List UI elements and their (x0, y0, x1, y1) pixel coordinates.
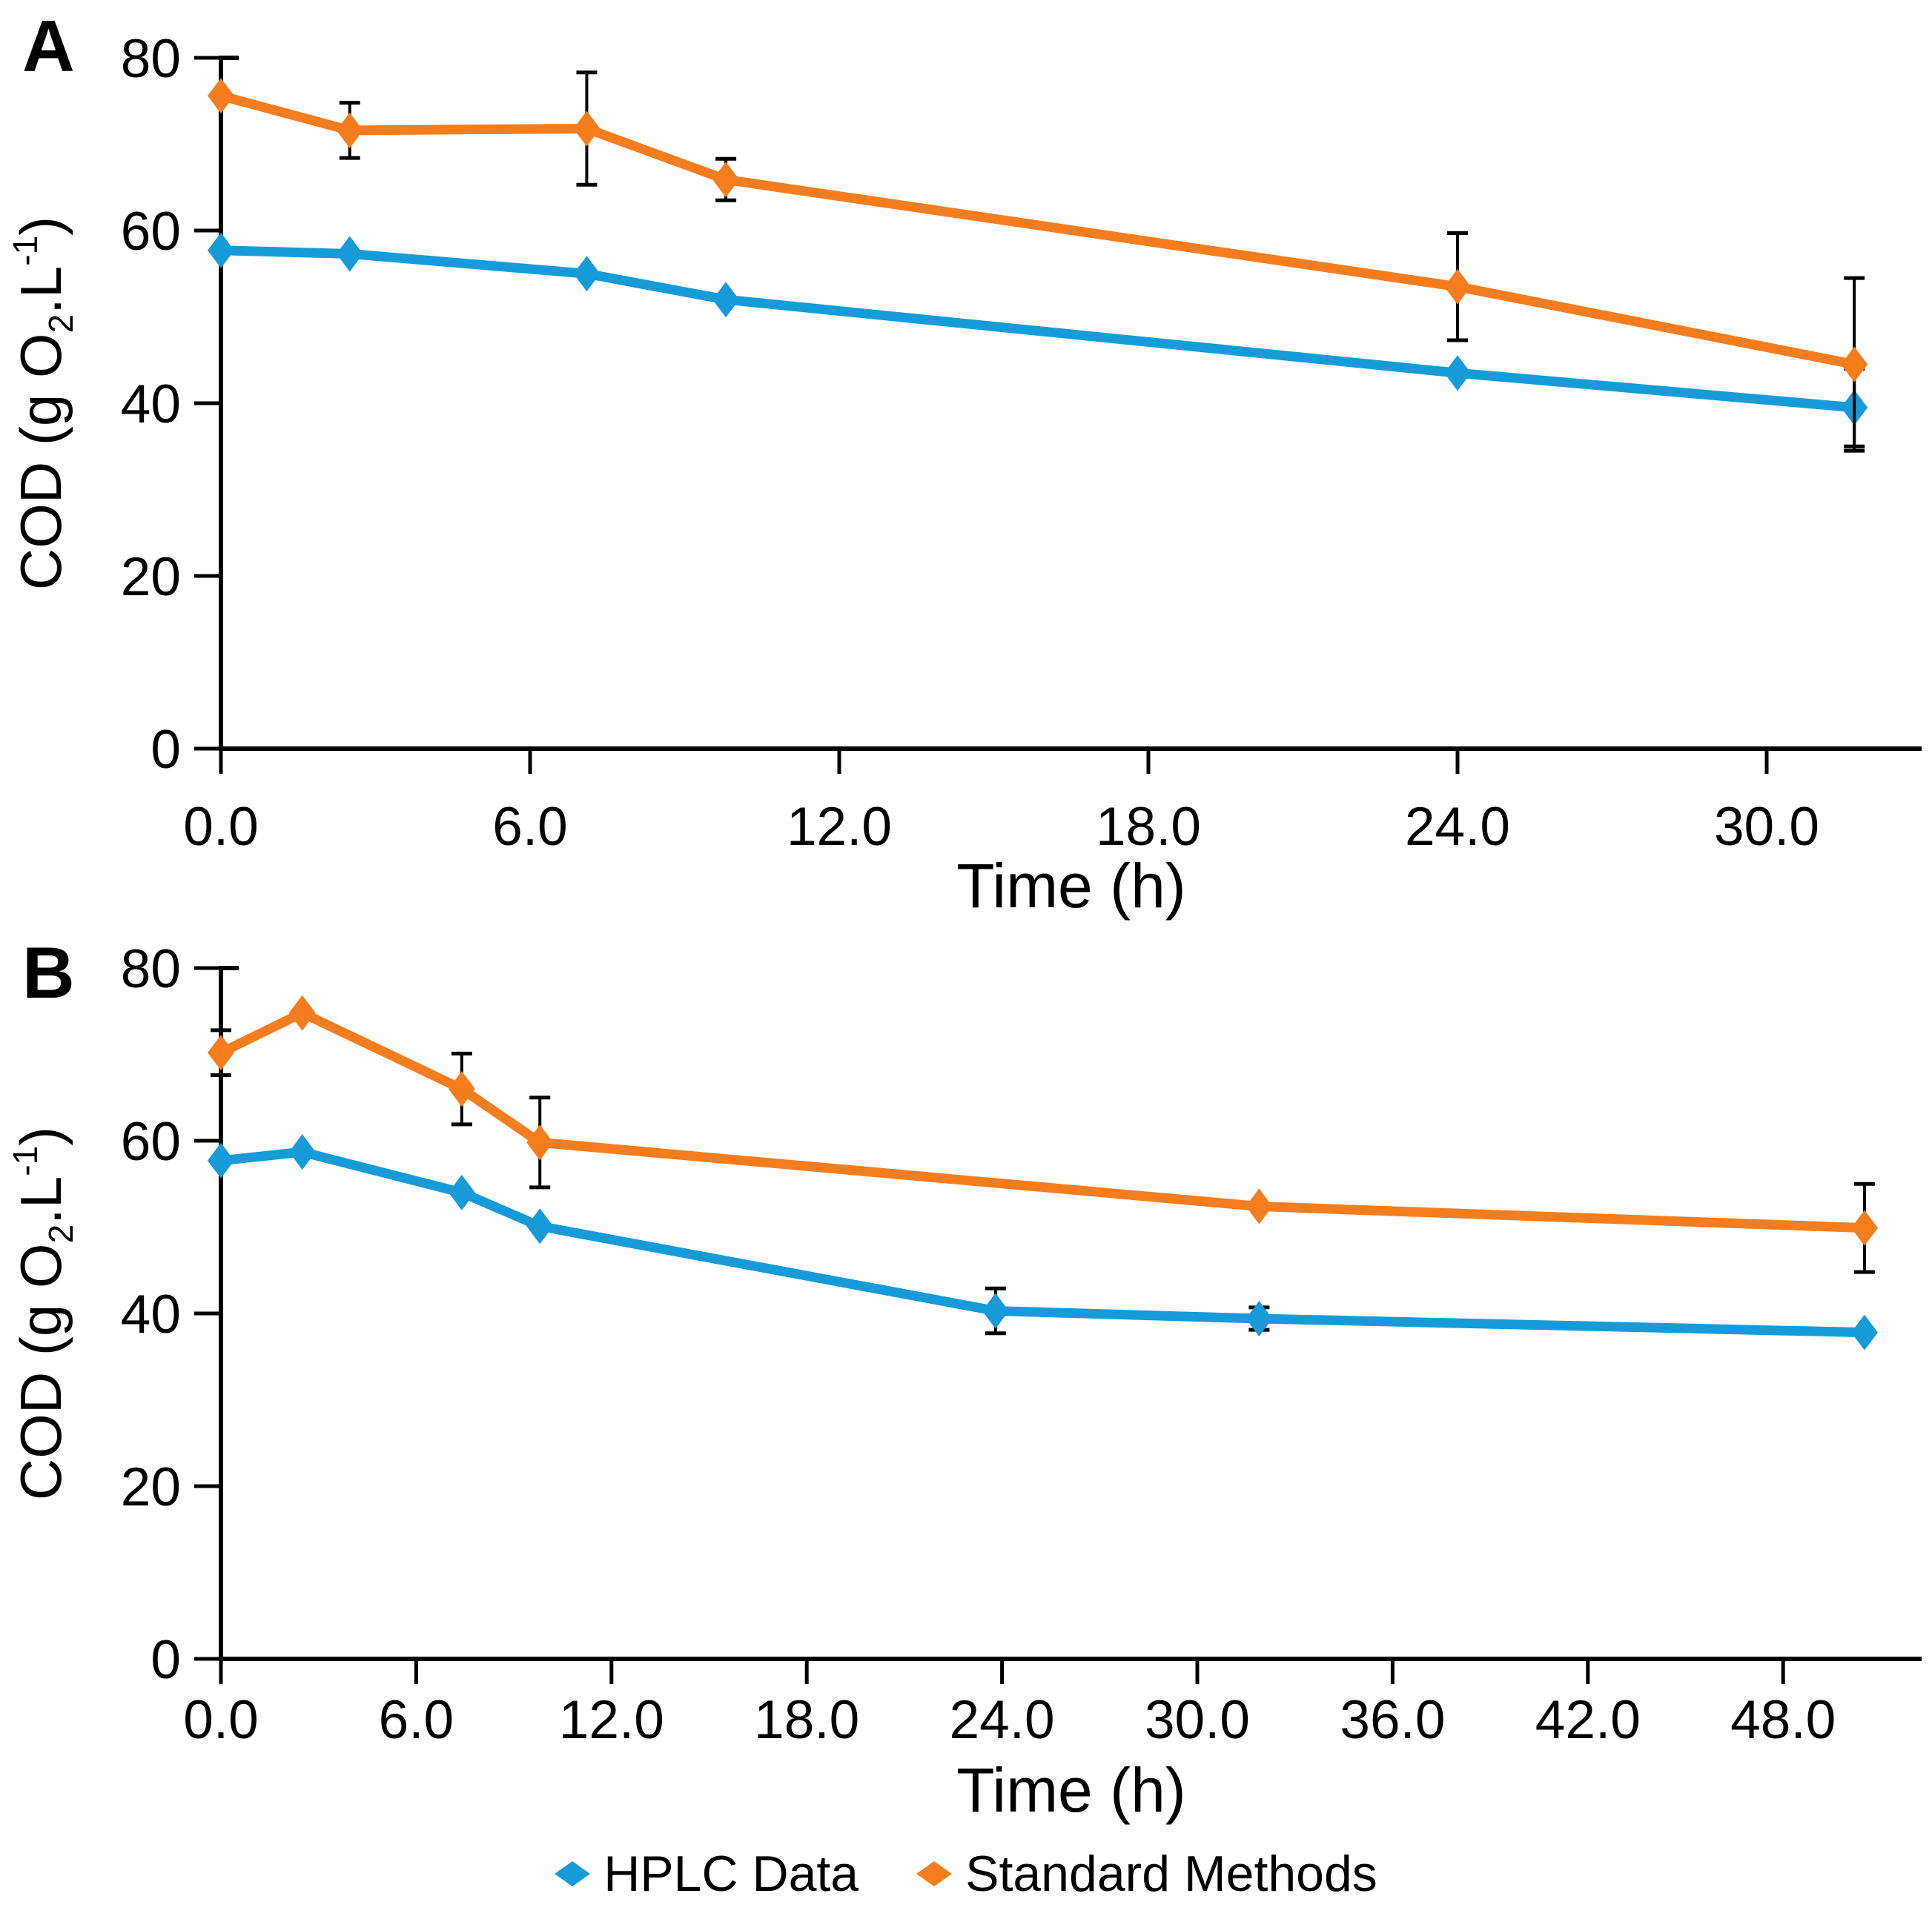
legend-label-standard: Standard Methods (965, 1845, 1377, 1902)
standard-line (216, 90, 1859, 370)
hplc-diamond-shape (555, 1860, 591, 1886)
hplc-marker (982, 1293, 1009, 1329)
standard-marker (1841, 346, 1868, 382)
panel-letter-a: A (22, 5, 75, 87)
legend-item-standard: Standard Methods (916, 1845, 1377, 1903)
hplc-marker (336, 236, 363, 272)
x-tick-label: 0.0 (183, 1690, 258, 1750)
x-tick-label: 6.0 (492, 797, 567, 857)
standard-diamond-icon (916, 1860, 953, 1886)
hplc-diamond-icon (555, 1860, 591, 1886)
standard-marker (1444, 268, 1471, 305)
panel-a-chart: 0 20 40 60 80 0.0 6.0 12.0 18.0 24.0 30.0 A Time (h)… (6, 5, 1922, 921)
x-axis-title-a: Time (h) (956, 851, 1186, 921)
standard-marker (208, 1035, 234, 1071)
x-tick-label: 48.0 (1730, 1690, 1836, 1750)
standard-diamond-shape (916, 1860, 953, 1886)
legend-item-hplc: HPLC Data (555, 1845, 859, 1903)
standard-marker (288, 995, 316, 1031)
standard-marker (526, 1124, 554, 1161)
y-tick-label: 60 (121, 202, 181, 262)
x-tick-label: 24.0 (950, 1690, 1055, 1750)
y-tick-label: 0 (150, 1630, 181, 1690)
y-tick-label: 40 (121, 374, 181, 434)
legend: HPLC Data Standard Methods (0, 1825, 1932, 1922)
x-tick-label: 0.0 (183, 797, 258, 857)
standard-marker (1850, 1210, 1878, 1246)
standard-marker (573, 110, 601, 147)
hplc-marker (712, 282, 740, 318)
standard-marker (1245, 1188, 1273, 1225)
x-tick-label: 12.0 (559, 1690, 664, 1750)
hplc-line (216, 245, 1859, 413)
standard-marker (712, 162, 740, 198)
hplc-marker (288, 1134, 316, 1170)
y-tick-label: 80 (121, 939, 181, 999)
x-tick-label: 18.0 (754, 1690, 859, 1750)
x-tick-label: 12.0 (787, 797, 892, 857)
panel-b-chart: 0 20 40 60 80 0.0 6.0 12.0 18.0 24.0 30.0 36.0 42.0 4… (6, 932, 1922, 1825)
y-tick-label: 20 (121, 547, 181, 607)
y-tick-label: 80 (121, 29, 181, 89)
hplc-marker (1444, 355, 1471, 391)
standard-marker (208, 78, 234, 114)
hplc-marker (526, 1208, 554, 1245)
hplc-marker (1245, 1300, 1273, 1336)
x-axis-title-b: Time (h) (956, 1755, 1186, 1825)
x-tick-label: 24.0 (1405, 797, 1510, 857)
y-tick-label: 60 (121, 1112, 181, 1172)
x-tick-label: 6.0 (379, 1690, 454, 1750)
x-tick-label: 30.0 (1714, 797, 1819, 857)
y-tick-label: 0 (150, 720, 181, 780)
hplc-line (216, 1147, 1870, 1338)
standard-marker (336, 112, 363, 148)
standard-line (216, 1008, 1870, 1233)
x-tick-label: 36.0 (1340, 1690, 1445, 1750)
x-tick-label: 30.0 (1145, 1690, 1250, 1750)
x-tick-label: 18.0 (1096, 797, 1201, 857)
panel-letter-b: B (22, 932, 75, 1013)
hplc-marker (1850, 1314, 1878, 1351)
y-axis-title-a: COD (g O2.L-1) (6, 216, 80, 590)
y-tick-label: 20 (121, 1457, 181, 1517)
hplc-marker (208, 1142, 234, 1179)
hplc-marker (448, 1174, 475, 1210)
legend-label-hplc: HPLC Data (603, 1845, 859, 1902)
y-tick-label: 40 (121, 1285, 181, 1345)
standard-marker (448, 1071, 475, 1107)
hplc-marker (573, 256, 601, 292)
hplc-marker (208, 232, 234, 268)
x-tick-label: 42.0 (1535, 1690, 1641, 1750)
y-axis-title-b: COD (g O2.L-1) (6, 1127, 80, 1500)
